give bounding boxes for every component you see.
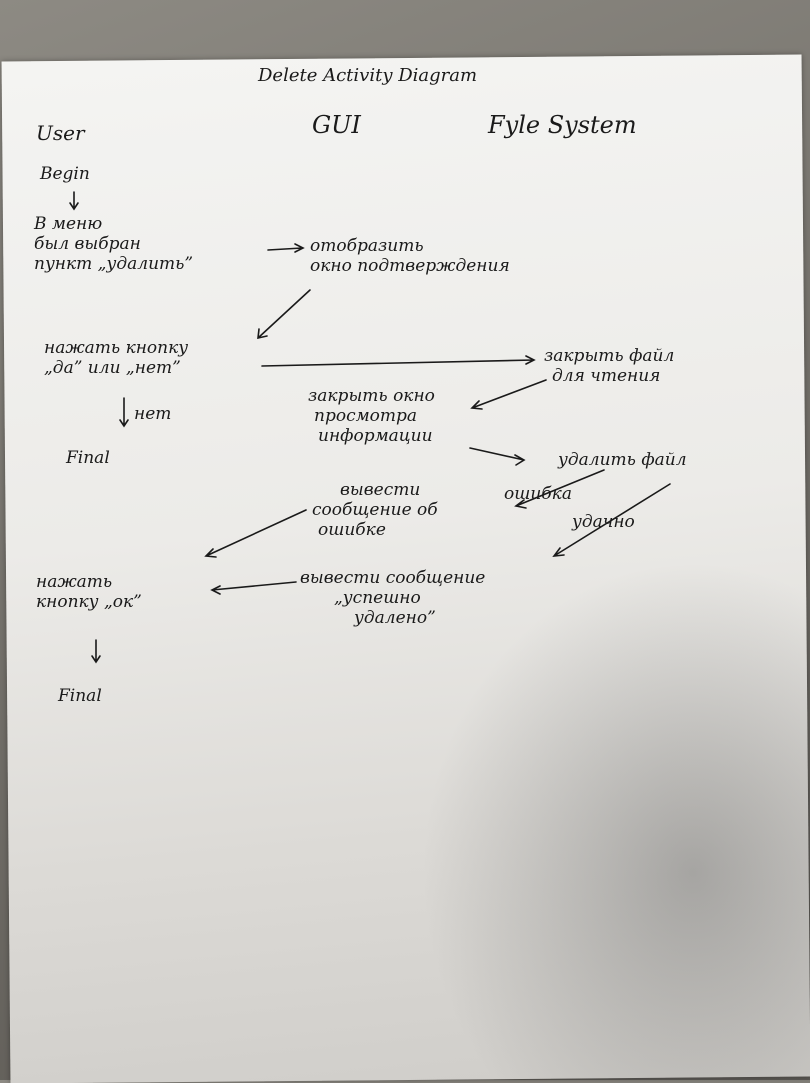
arrow-no-branch xyxy=(119,397,129,428)
show-error-line-2: сообщение об xyxy=(312,500,438,520)
show-error-line-3: ошибке xyxy=(318,520,386,540)
arrow-delete-to-success xyxy=(552,483,671,557)
arrow-ok-to-final xyxy=(91,639,101,664)
lane-gui: GUI xyxy=(312,111,361,139)
node-show-confirm: отобразить окно подтверждения xyxy=(310,236,510,276)
close-file-line-2: для чтения xyxy=(552,366,661,386)
menu-select-line-1: В меню xyxy=(34,214,103,234)
menu-select-line-2: был выбран xyxy=(34,234,141,254)
node-final-1: Final xyxy=(66,448,110,468)
node-press-ok: нажать кнопку „ок” xyxy=(36,572,142,612)
node-menu-select: В меню был выбран пункт „удалить” xyxy=(34,214,193,274)
arrow-showerror-to-ok xyxy=(204,509,307,558)
arrow-menu-to-confirm xyxy=(267,243,305,253)
node-close-file: закрыть файл для чтения xyxy=(544,346,674,386)
arrow-confirm-to-press xyxy=(257,289,311,340)
arrow-closefile-to-closeview xyxy=(470,379,547,410)
node-close-view: закрыть окно просмотра информации xyxy=(308,386,435,446)
close-file-line-1: закрыть файл xyxy=(544,346,675,366)
press-ok-line-2: кнопку „ок” xyxy=(36,592,142,612)
close-view-line-3: информации xyxy=(318,426,433,446)
node-delete-file: удалить файл xyxy=(558,450,687,470)
menu-select-line-3: пункт „удалить” xyxy=(34,254,194,274)
node-show-error: вывести сообщение об ошибке xyxy=(312,480,438,540)
show-success-line-3: удалено” xyxy=(354,608,436,628)
shadow xyxy=(420,560,810,1080)
press-yes-no-line-2: „да” или „нет” xyxy=(44,358,181,378)
label-no: нет xyxy=(134,404,172,424)
show-confirm-line-1: отобразить xyxy=(310,236,424,256)
arrow-showsuccess-to-ok xyxy=(210,581,297,595)
label-success: удачно xyxy=(572,512,635,532)
show-error-line-1: вывести xyxy=(340,480,421,500)
press-yes-no-line-1: нажать кнопку xyxy=(44,338,189,358)
node-show-success: вывести сообщение „успешно удалено” xyxy=(300,568,485,628)
show-success-line-2: „успешно xyxy=(334,588,421,608)
node-final-2: Final xyxy=(58,686,102,706)
arrow-closeview-to-delete xyxy=(469,447,526,466)
node-press-yes-no: нажать кнопку „да” или „нет” xyxy=(44,338,188,378)
label-error: ошибка xyxy=(504,484,572,504)
arrow-press-to-closefile xyxy=(261,355,536,367)
show-confirm-line-2: окно подтверждения xyxy=(310,256,510,276)
lane-user: User xyxy=(36,121,85,145)
close-view-line-1: закрыть окно xyxy=(308,386,435,406)
lane-file-system: Fyle System xyxy=(488,111,637,139)
show-success-line-1: вывести сообщение xyxy=(300,568,486,588)
close-view-line-2: просмотра xyxy=(314,406,418,426)
press-ok-line-1: нажать xyxy=(36,572,113,592)
diagram-title: Delete Activity Diagram xyxy=(258,65,478,86)
arrow-delete-to-error xyxy=(514,469,605,509)
node-begin: Begin xyxy=(40,164,90,184)
arrow-begin-to-menu xyxy=(69,191,79,211)
